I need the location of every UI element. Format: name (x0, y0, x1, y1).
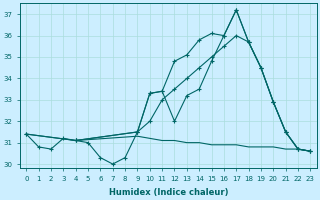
X-axis label: Humidex (Indice chaleur): Humidex (Indice chaleur) (108, 188, 228, 197)
